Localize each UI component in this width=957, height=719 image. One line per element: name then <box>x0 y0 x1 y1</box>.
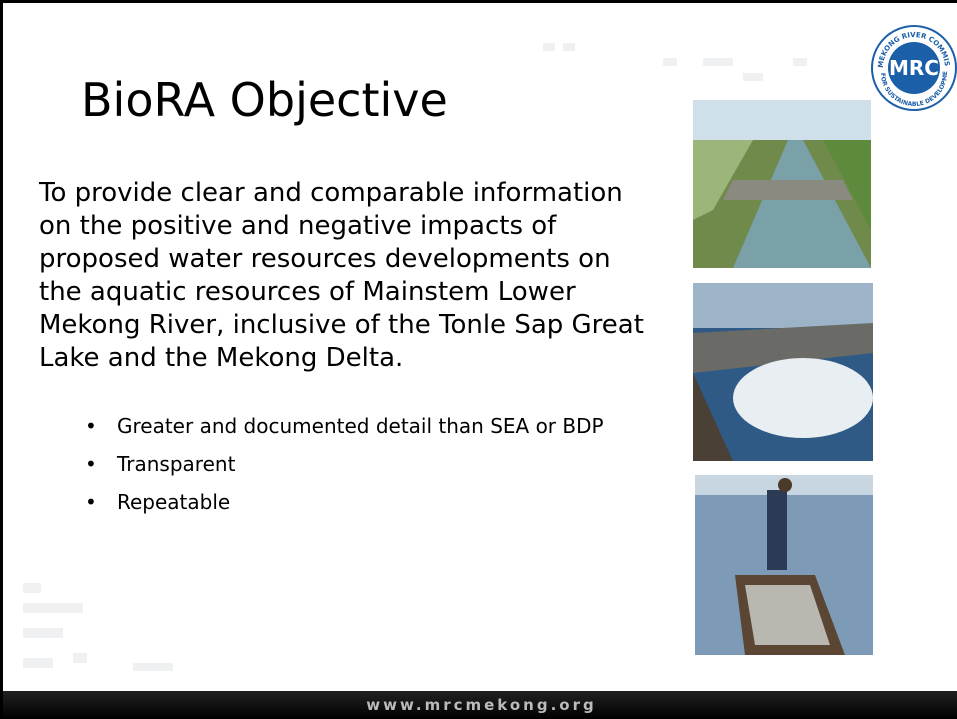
logo-mark: MRC <box>889 56 939 80</box>
footer-url: www.mrcmekong.org <box>366 696 596 714</box>
mrc-logo: MEKONG RIVER COMMISSION FOR SUSTAINABLE … <box>869 23 957 113</box>
photo-dam <box>693 283 873 461</box>
footer: www.mrcmekong.org <box>3 691 957 719</box>
photo-canal <box>693 100 871 268</box>
bullet-item: Greater and documented detail than SEA o… <box>85 413 605 440</box>
bullet-list: Greater and documented detail than SEA o… <box>85 413 605 527</box>
photo-fishing-boat <box>695 475 873 655</box>
slide-title: BioRA Objective <box>81 73 448 127</box>
objective-text: To provide clear and comparable informat… <box>39 177 659 375</box>
bullet-item: Repeatable <box>85 489 605 516</box>
bullet-item: Transparent <box>85 451 605 478</box>
slide: MEKONG RIVER COMMISSION FOR SUSTAINABLE … <box>0 0 957 719</box>
